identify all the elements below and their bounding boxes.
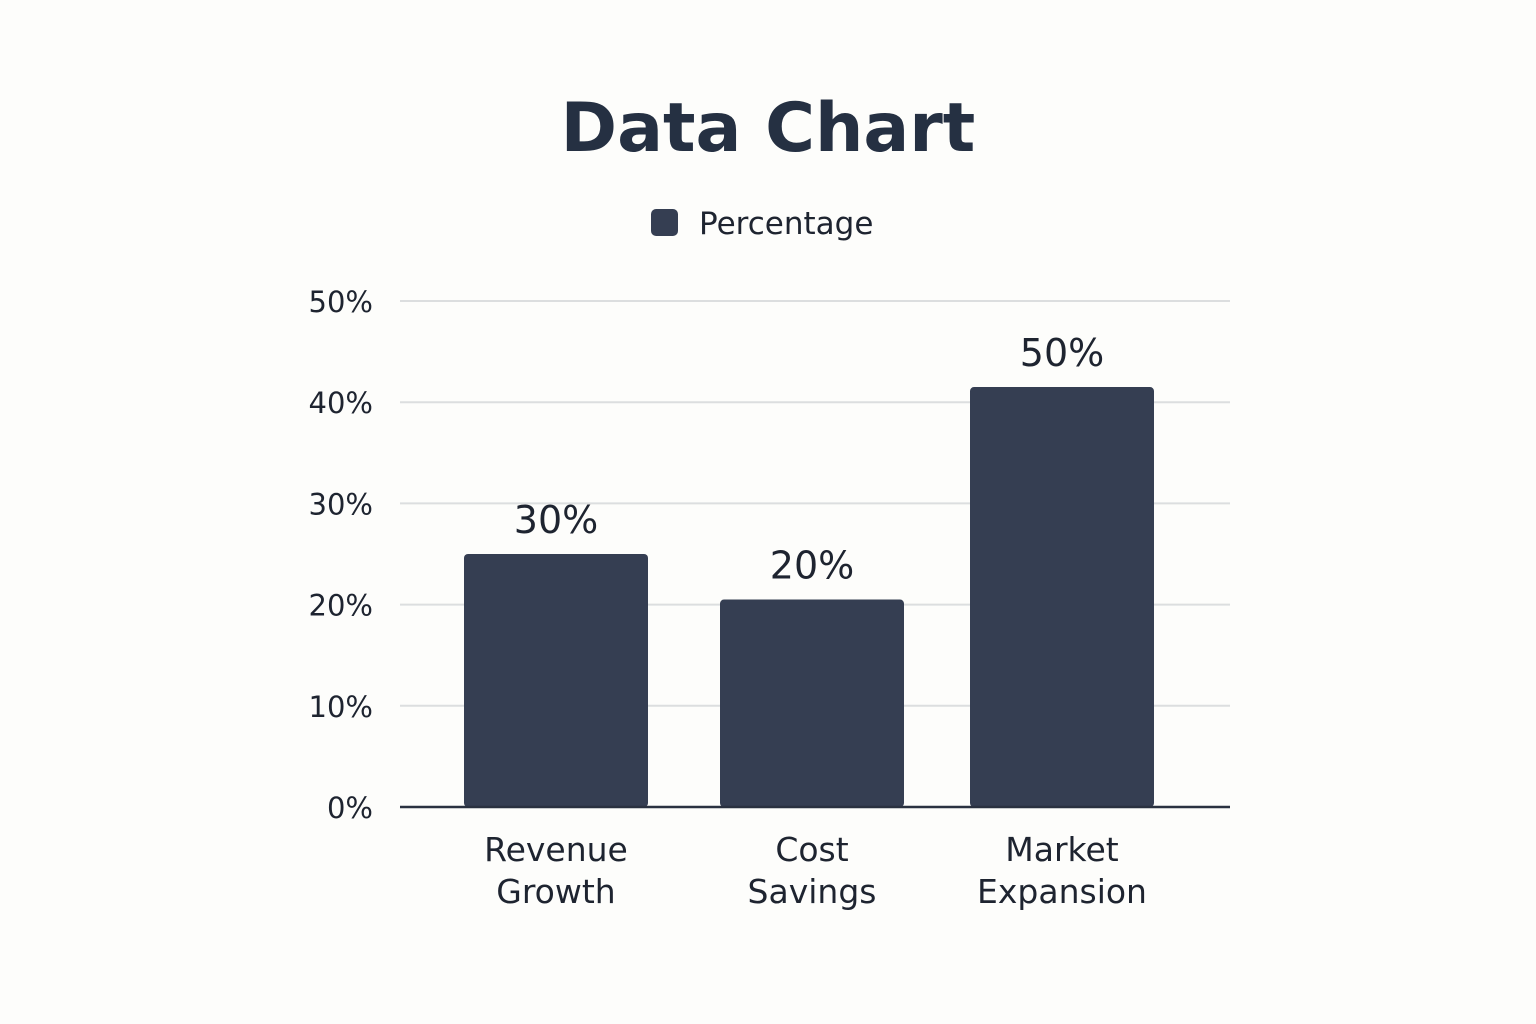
y-tick-label: 30% xyxy=(309,487,373,521)
legend: Percentage xyxy=(651,206,873,242)
bar-data-label: 30% xyxy=(514,498,598,542)
x-category-label: Cost Savings xyxy=(748,830,877,911)
bars xyxy=(400,387,1230,809)
y-tick-label: 0% xyxy=(327,791,373,825)
x-category-label: Market Expansion xyxy=(977,830,1147,911)
y-tick-label: 50% xyxy=(309,285,373,319)
y-tick-label: 10% xyxy=(309,690,373,724)
y-tick-label: 20% xyxy=(309,589,373,623)
x-axis-category-labels: Revenue Growth Cost Savings Market Expansion xyxy=(484,830,1147,911)
y-axis-tick-labels: 0% 10% 20% 30% 40% 50% xyxy=(309,285,373,825)
chart-title: Data Chart xyxy=(561,89,976,168)
bar-data-label: 50% xyxy=(1020,331,1104,375)
legend-swatch xyxy=(651,209,678,236)
data-labels: 30% 20% 50% xyxy=(514,331,1104,588)
legend-label: Percentage xyxy=(699,206,873,242)
y-tick-label: 40% xyxy=(309,386,373,420)
bar xyxy=(464,554,648,807)
bar xyxy=(970,387,1154,807)
bar xyxy=(720,599,904,807)
bar-data-label: 20% xyxy=(770,544,854,588)
x-category-label: Revenue Growth xyxy=(484,830,628,911)
